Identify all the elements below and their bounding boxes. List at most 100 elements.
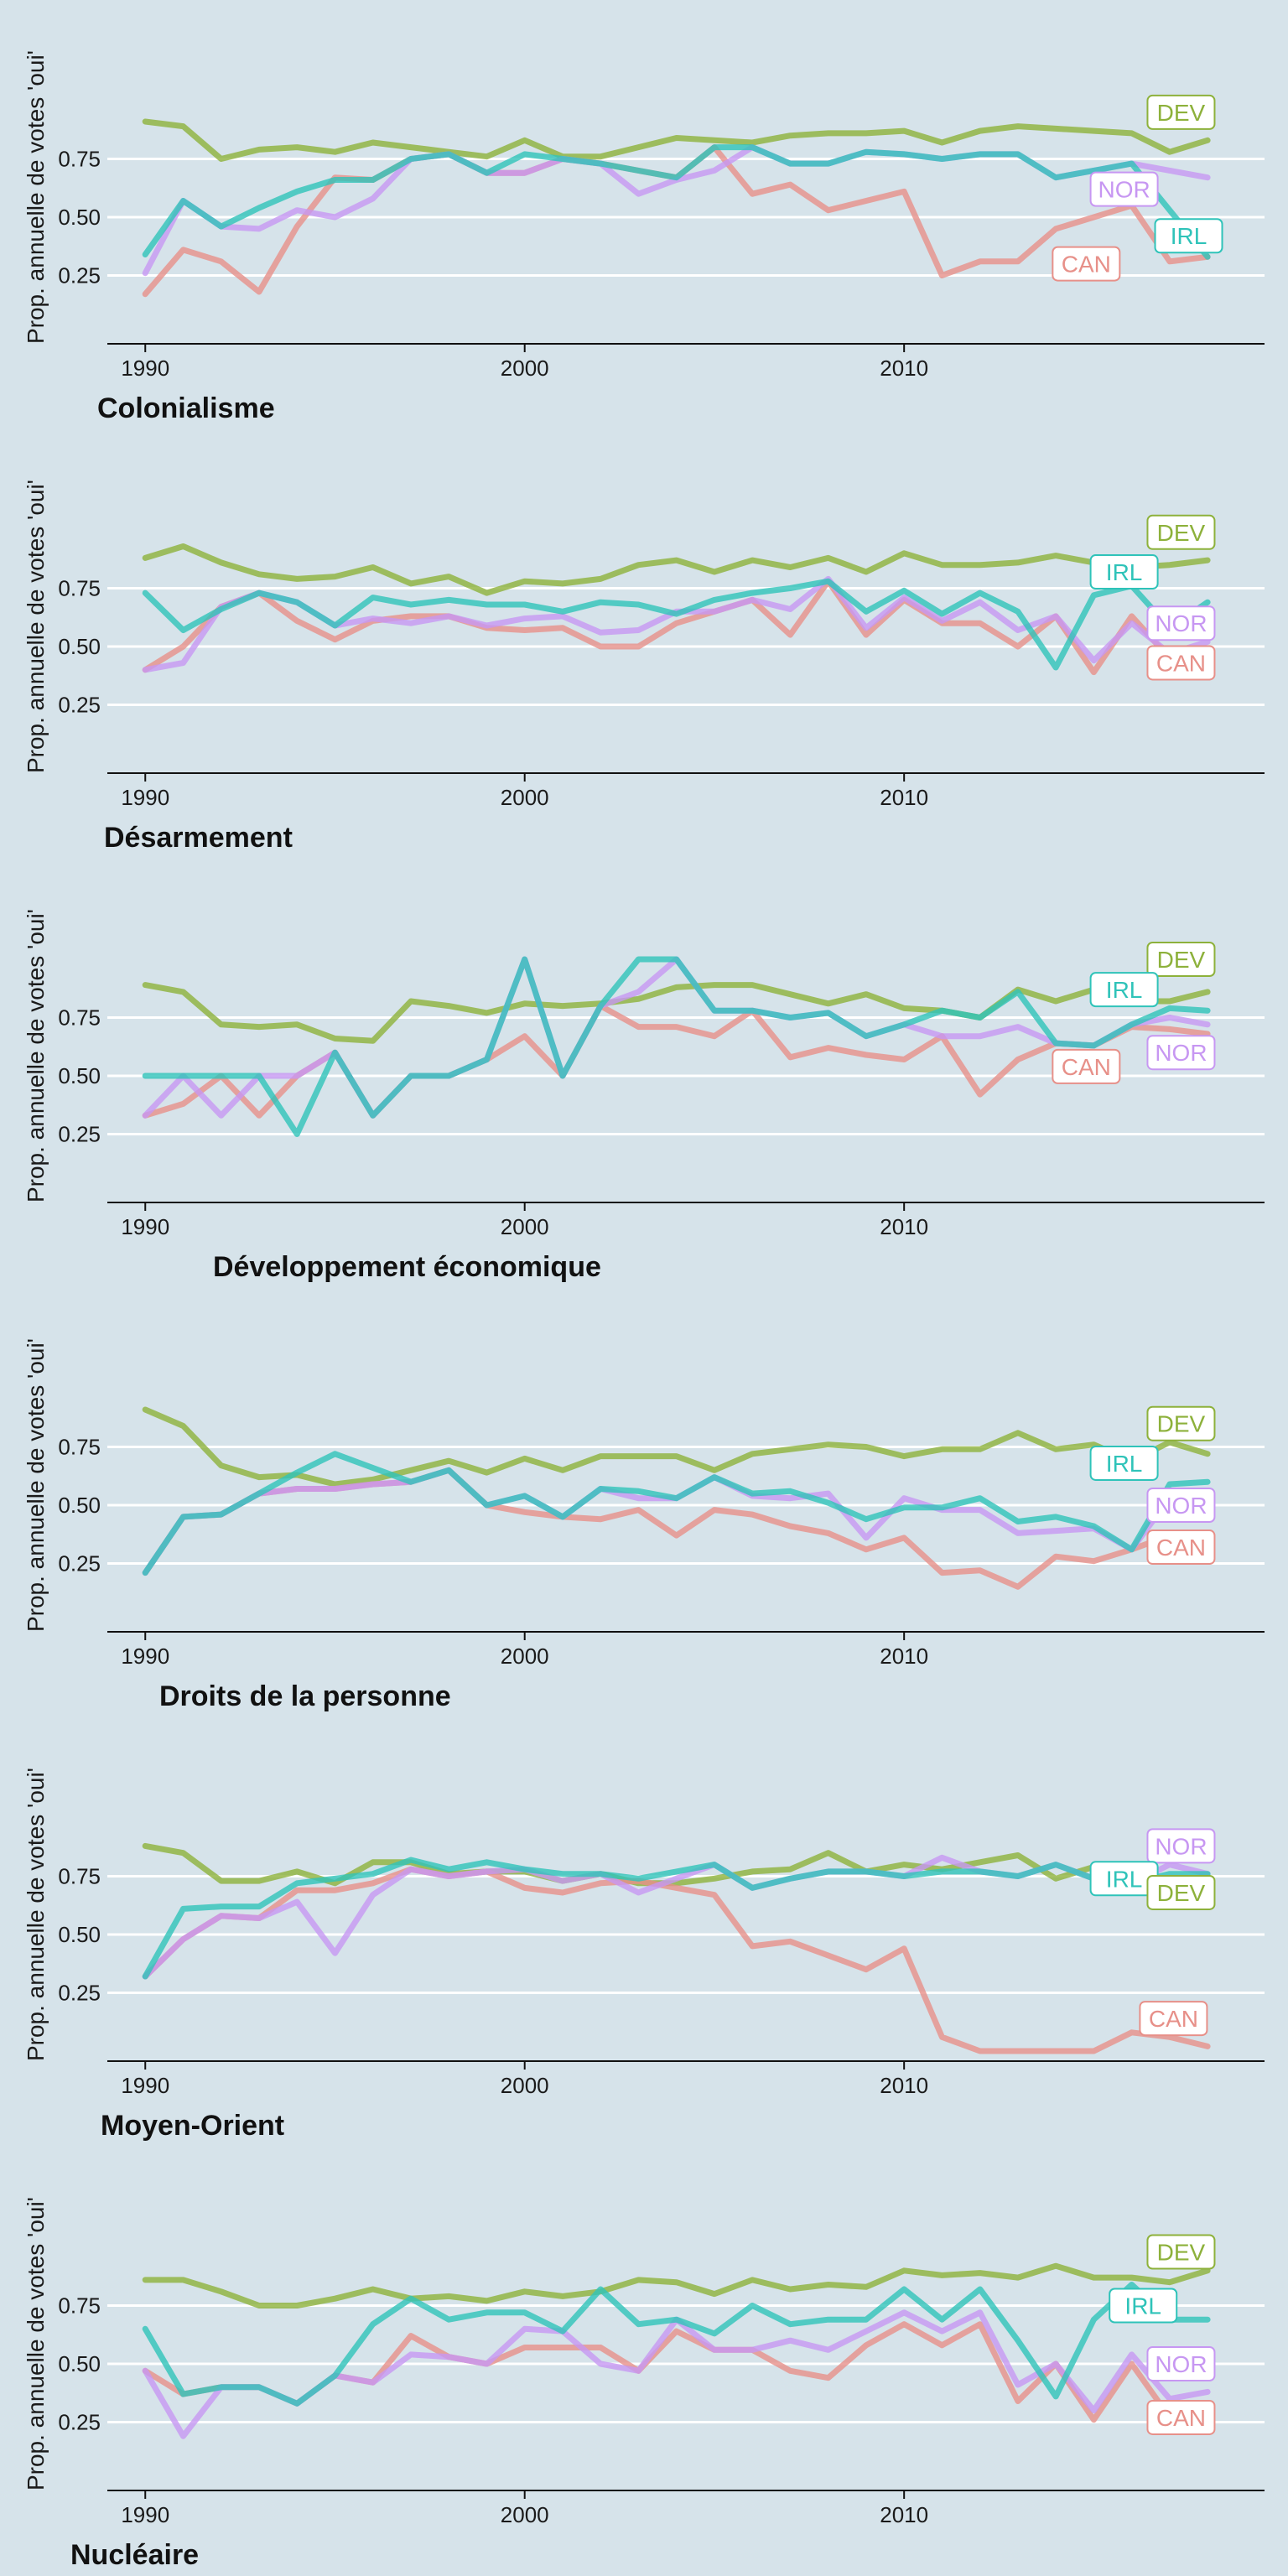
series-label-box [1146, 1405, 1216, 1441]
series-label-text: IRL [1106, 559, 1143, 585]
series-label-box [1089, 972, 1159, 1008]
series-label-dev: DEV [1146, 2234, 1216, 2270]
series-label-box [1146, 1035, 1216, 1071]
series-label-text: CAN [1156, 650, 1206, 676]
series-label-nor: NOR [1146, 1828, 1216, 1864]
series-label-text: CAN [1062, 1054, 1111, 1080]
y-tick-label: 0.50 [58, 1922, 101, 1947]
x-tick-label: 2000 [501, 2502, 549, 2527]
series-line-irl [142, 144, 1211, 260]
y-tick-label: 0.75 [58, 1864, 101, 1889]
series-line-dev [142, 2262, 1211, 2309]
series-label-box [1146, 645, 1216, 681]
series-label-box [1052, 1048, 1121, 1084]
panel-title: Désarmement [104, 822, 293, 854]
x-tick-label: 1990 [121, 356, 169, 381]
y-axis-title: Prop. annuelle de votes 'oui' [23, 50, 49, 344]
y-tick-label: 0.75 [58, 576, 101, 601]
panel-droits-de-la-personne: 0.25 0.50 0.75 1990 2000 2010 Prop. annuelle d… [23, 1338, 1265, 1712]
y-tick-label: 0.50 [58, 634, 101, 659]
x-tick-label: 1990 [121, 785, 169, 810]
series-label-irl: IRL [1089, 1861, 1159, 1897]
series-label-text: DEV [1157, 947, 1206, 973]
y-tick-label: 0.75 [58, 1005, 101, 1031]
series-label-nor: NOR [1089, 171, 1159, 207]
series-label-box [1146, 942, 1216, 977]
x-tick-label: 1990 [121, 1644, 169, 1669]
series-label-text: NOR [1155, 1040, 1207, 1066]
series-label-dev: DEV [1146, 942, 1216, 977]
series-label-box [1146, 1488, 1216, 1523]
series-label-box [1146, 1874, 1216, 1910]
x-tick-label: 2000 [501, 2073, 549, 2098]
series-label-text: NOR [1155, 1493, 1207, 1519]
series-label-can: CAN [1052, 246, 1121, 282]
x-tick-label: 2010 [880, 356, 928, 381]
x-tick-label: 2010 [880, 1214, 928, 1239]
series-label-box [1109, 2288, 1178, 2324]
x-tick-label: 2010 [880, 2073, 928, 2098]
series-label-text: CAN [1156, 2405, 1206, 2431]
x-tick-label: 2010 [880, 785, 928, 810]
x-tick-label: 2010 [880, 2502, 928, 2527]
y-axis-title: Prop. annuelle de votes 'oui' [23, 2197, 49, 2490]
y-tick-label: 0.25 [58, 263, 101, 288]
series-label-box [1146, 2234, 1216, 2270]
series-line-nor [142, 1467, 1211, 1576]
series-label-dev: DEV [1146, 514, 1216, 550]
series-label-can: CAN [1139, 2001, 1208, 2037]
y-tick-label: 0.25 [58, 693, 101, 718]
y-tick-label: 0.25 [58, 2410, 101, 2435]
series-label-irl: IRL [1089, 1445, 1159, 1481]
series-label-box [1146, 1530, 1216, 1566]
series-label-nor: NOR [1146, 2346, 1216, 2381]
x-tick-label: 2000 [501, 1644, 549, 1669]
series-label-box [1154, 218, 1223, 254]
series-label-box [1139, 2001, 1208, 2037]
y-tick-label: 0.50 [58, 1493, 101, 1518]
series-label-irl: IRL [1089, 554, 1159, 590]
panel-colonialisme: 0.25 0.50 0.75 1990 2000 2010 Prop. annuelle d… [23, 50, 1265, 424]
series-label-box [1146, 514, 1216, 550]
y-axis-title: Prop. annuelle de votes 'oui' [23, 909, 49, 1202]
series-label-dev: DEV [1146, 1405, 1216, 1441]
y-tick-label: 0.50 [58, 2351, 101, 2376]
series-label-nor: NOR [1146, 605, 1216, 641]
x-tick-label: 1990 [121, 1214, 169, 1239]
series-line-can [142, 1003, 1211, 1119]
y-axis-title: Prop. annuelle de votes 'oui' [23, 1338, 49, 1632]
series-label-text: NOR [1098, 177, 1150, 203]
panel-nucleaire: 0.25 0.50 0.75 1990 2000 2010 Prop. annuelle d… [23, 2197, 1265, 2571]
series-label-dev: DEV [1146, 1874, 1216, 1910]
series-line-can [142, 2321, 1211, 2423]
series-label-text: NOR [1155, 1833, 1207, 1859]
panel-title: Nucléaire [70, 2539, 199, 2571]
series-label-text: DEV [1157, 1880, 1206, 1906]
series-label-text: NOR [1155, 2351, 1207, 2377]
series-label-text: DEV [1157, 2240, 1206, 2266]
y-tick-label: 0.25 [58, 1551, 101, 1576]
y-tick-label: 0.50 [58, 205, 101, 230]
x-tick-label: 1990 [121, 2073, 169, 2098]
x-tick-label: 2010 [880, 1644, 928, 1669]
series-label-box [1089, 1445, 1159, 1481]
y-tick-label: 0.75 [58, 1435, 101, 1460]
series-label-nor: NOR [1146, 1035, 1216, 1071]
panel-moyen-orient: 0.25 0.50 0.75 1990 2000 2010 Prop. annuelle d… [23, 1768, 1265, 2142]
panel-desarmement: 0.25 0.50 0.75 1990 2000 2010 Prop. annuelle d… [23, 480, 1265, 854]
series-label-can: CAN [1146, 1530, 1216, 1566]
series-label-box [1089, 554, 1159, 590]
y-axis-title: Prop. annuelle de votes 'oui' [23, 1768, 49, 2061]
series-label-irl: IRL [1154, 218, 1223, 254]
series-label-can: CAN [1146, 645, 1216, 681]
series-label-can: CAN [1052, 1048, 1121, 1084]
series-label-can: CAN [1146, 2399, 1216, 2435]
series-line-dev [142, 982, 1211, 1044]
x-tick-label: 1990 [121, 2502, 169, 2527]
series-label-box [1146, 2346, 1216, 2381]
series-label-text: CAN [1149, 2006, 1198, 2032]
series-label-box [1089, 171, 1159, 207]
series-label-box [1052, 246, 1121, 282]
series-label-box [1146, 2399, 1216, 2435]
